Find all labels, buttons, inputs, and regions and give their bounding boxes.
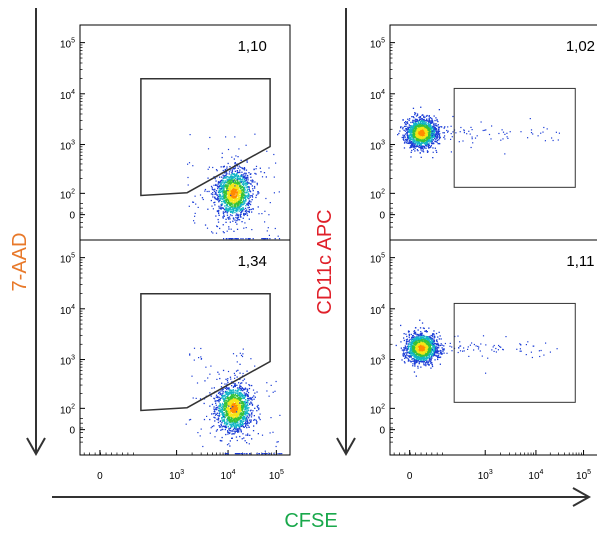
gate-polygon [140, 293, 271, 412]
left-y-arrow [26, 8, 46, 457]
y-tick-label: 102 [60, 188, 75, 201]
y-tick-label: 103 [60, 140, 75, 153]
gate-rectangle [453, 302, 576, 403]
right-y-axis-label: CD11c APC [314, 209, 336, 314]
gate-percent-label: 1,11 [566, 253, 594, 270]
y-tick-label: 105 [370, 38, 385, 51]
y-tick-label: 104 [60, 304, 75, 317]
gate-rectangle [453, 87, 576, 188]
y-tick-label: 103 [60, 355, 75, 368]
gate-percent-label: 1,10 [238, 38, 267, 55]
scatter-points [395, 319, 558, 377]
y-tick-label: 105 [60, 253, 75, 266]
y-tick-label: 104 [370, 89, 385, 102]
x-tick-label: 104 [221, 469, 236, 482]
x-tick-label: 0 [97, 471, 103, 482]
y-tick-label: 104 [370, 304, 385, 317]
x-tick-label: 104 [528, 469, 543, 482]
y-tick-label: 103 [370, 355, 385, 368]
left-y-axis-label: 7-AAD [9, 233, 31, 292]
panel-frame [79, 24, 291, 241]
y-tick-label: 0 [379, 211, 385, 222]
y-tick-label: 105 [370, 253, 385, 266]
y-tick-label: 102 [370, 403, 385, 416]
y-tick-label: 102 [60, 403, 75, 416]
y-tick-label: 0 [69, 426, 75, 437]
y-tick-label: 105 [60, 38, 75, 51]
panel-frame [389, 239, 597, 456]
scatter-points [187, 133, 281, 240]
x-tick-label: 103 [169, 469, 184, 482]
right-y-arrow [336, 8, 356, 457]
panel-left-bottom: 105 104 103 102 0 0 103 104 105 1,34 [60, 239, 291, 482]
gate-percent-label: 1,34 [238, 253, 267, 270]
y-tick-label: 102 [370, 188, 385, 201]
y-tick-label: 103 [370, 140, 385, 153]
x-arrow [52, 487, 592, 507]
gate-polygon [140, 78, 271, 197]
y-tick-label: 104 [60, 89, 75, 102]
x-tick-label: 105 [269, 469, 284, 482]
x-tick-label: 0 [407, 471, 413, 482]
panel-right-top: 105 104 103 102 0 1,02 [370, 24, 597, 241]
panel-frame [79, 239, 291, 456]
x-tick-label: 105 [576, 469, 591, 482]
y-tick-label: 0 [379, 426, 385, 437]
x-tick-label: 103 [478, 469, 493, 482]
panel-right-bottom: 105 104 103 102 0 0 103 104 105 1,11 [370, 239, 597, 482]
x-axis-label: CFSE [284, 510, 337, 532]
y-tick-label: 0 [69, 211, 75, 222]
gate-percent-label: 1,02 [566, 38, 595, 55]
scatter-points [397, 106, 560, 159]
panel-left-top: 105 104 103 102 0 1,10 [60, 24, 291, 241]
